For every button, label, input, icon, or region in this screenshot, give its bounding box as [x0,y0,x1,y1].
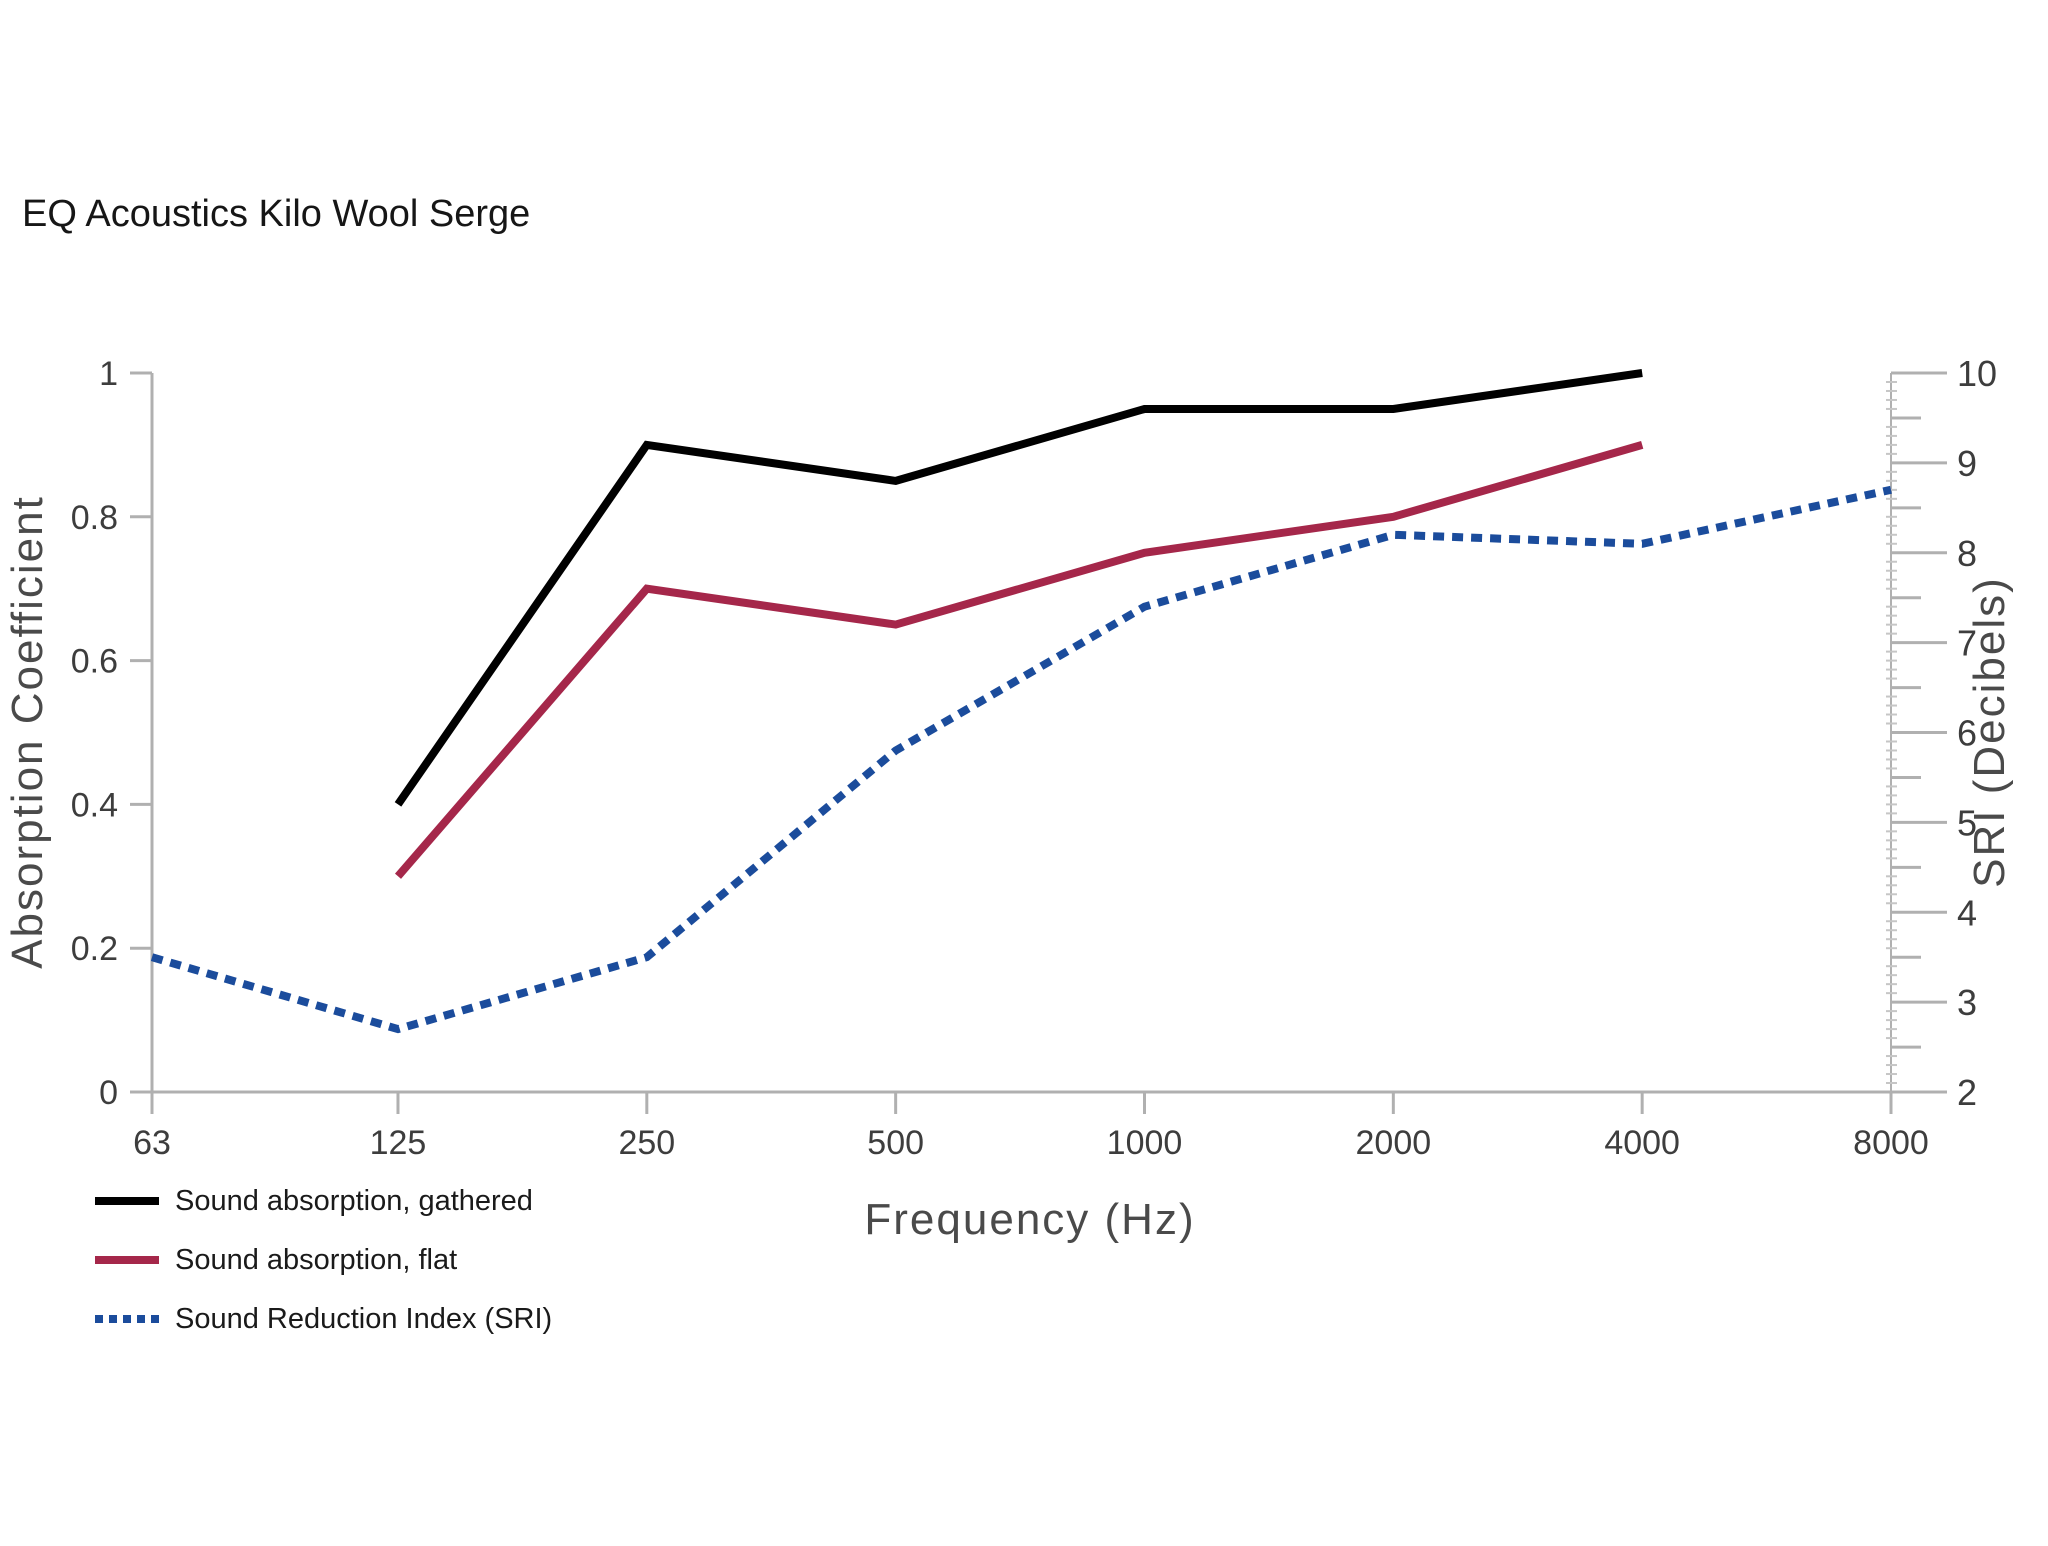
x-tick-label: 63 [133,1124,171,1162]
right-axis-title: SRI (Decibels) [1965,576,2014,888]
legend: Sound absorption, gathered Sound absorpt… [95,1183,552,1337]
right-tick-label: 9 [1957,443,1977,484]
legend-swatch-flat [95,1256,159,1264]
left-tick-label: 0.2 [71,930,118,968]
legend-swatch-gathered [95,1197,159,1205]
x-tick-label: 500 [867,1124,924,1162]
series-line-2 [150,485,1892,1034]
legend-label-flat: Sound absorption, flat [175,1243,458,1276]
left-axis-title: Absorption Coefficient [3,495,52,969]
legend-label-gathered: Sound absorption, gathered [175,1184,533,1217]
x-tick-label: 8000 [1853,1124,1929,1162]
right-tick-label: 7 [1957,623,1977,664]
right-tick-label: 4 [1957,892,1977,933]
series-line-0 [394,369,1643,807]
right-tick-label: 2 [1957,1072,1977,1113]
legend-item-sri: Sound Reduction Index (SRI) [95,1301,552,1337]
right-tick-label: 8 [1957,533,1977,574]
x-tick-label: 2000 [1356,1124,1432,1162]
chart-title: EQ Acoustics Kilo Wool Serge [22,193,530,235]
x-tick-label: 250 [618,1124,675,1162]
x-tick-label: 4000 [1604,1124,1680,1162]
right-tick-label: 10 [1957,353,1997,394]
right-tick-label: 6 [1957,713,1977,754]
legend-swatch-sri [95,1315,159,1323]
left-tick-label: 0.8 [71,499,118,537]
legend-item-flat: Sound absorption, flat [95,1242,552,1278]
left-tick-label: 0 [99,1074,118,1112]
left-tick-label: 1 [99,355,118,393]
x-tick-label: 125 [370,1124,427,1162]
left-tick-label: 0.4 [71,786,118,824]
legend-item-gathered: Sound absorption, gathered [95,1183,552,1219]
legend-label-sri: Sound Reduction Index (SRI) [175,1302,553,1335]
x-tick-label: 1000 [1107,1124,1183,1162]
right-tick-label: 5 [1957,802,1977,843]
series-line-1 [394,441,1644,879]
left-tick-label: 0.6 [71,643,118,681]
right-tick-label: 3 [1957,982,1977,1023]
x-axis-title: Frequency (Hz) [864,1195,1195,1244]
